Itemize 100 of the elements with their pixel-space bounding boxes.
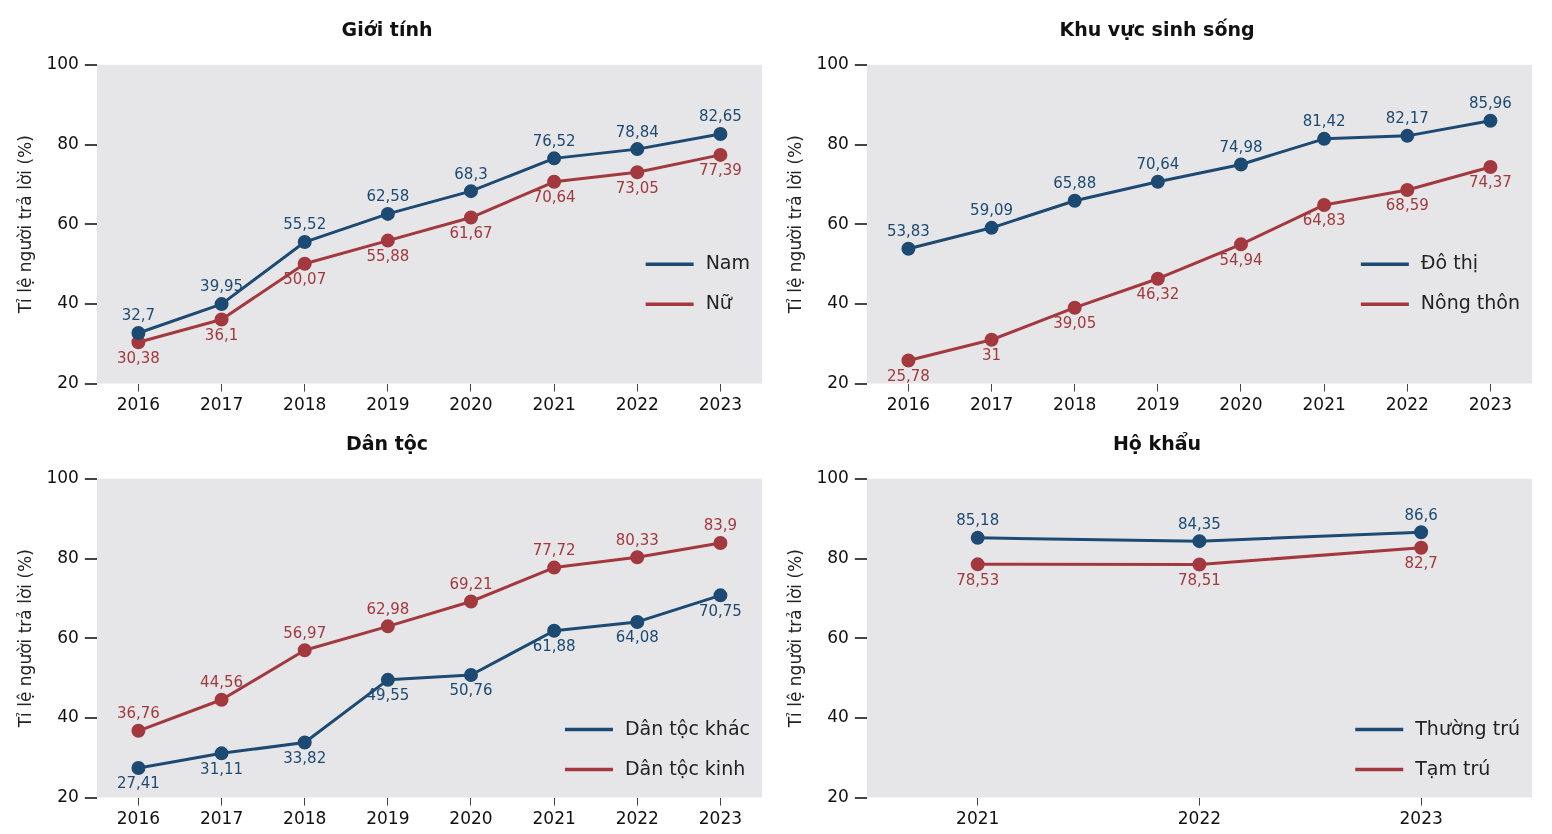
- data-label: 76,52: [532, 131, 576, 150]
- data-label: 74,98: [1219, 137, 1263, 156]
- y-tick-label: 60: [57, 212, 79, 233]
- point: [131, 761, 146, 776]
- y-tick-label: 80: [57, 546, 79, 567]
- x-tick-label: 2018: [283, 808, 327, 829]
- point: [1317, 131, 1332, 146]
- point: [214, 692, 229, 707]
- point: [297, 643, 312, 658]
- y-tick-label: 40: [57, 706, 79, 727]
- point: [1400, 182, 1415, 197]
- data-label: 32,7: [121, 306, 156, 325]
- x-tick-label: 2023: [698, 394, 743, 415]
- data-label: 86,6: [1404, 505, 1438, 524]
- y-tick-label: 80: [827, 546, 849, 567]
- data-label: 53,83: [886, 222, 930, 241]
- point: [1150, 174, 1165, 189]
- data-label: 81,42: [1302, 112, 1346, 131]
- point: [713, 535, 728, 550]
- x-tick-label: 2020: [449, 808, 493, 829]
- y-axis-title: Tỉ lệ người trả lời (%): [784, 135, 805, 315]
- y-tick-label: 20: [827, 372, 849, 393]
- x-tick-label: 2019: [366, 808, 410, 829]
- data-label: 39,95: [200, 277, 244, 296]
- x-tick-label: 2016: [886, 394, 931, 415]
- point: [1067, 300, 1082, 315]
- chart-title: Hộ khẩu: [1112, 432, 1202, 455]
- point: [214, 297, 229, 312]
- data-label: 36,76: [116, 704, 160, 723]
- point: [713, 126, 728, 141]
- point: [464, 668, 478, 683]
- data-label: 78,84: [615, 122, 659, 141]
- legend-label: Nữ: [705, 291, 733, 314]
- x-tick-label: 2016: [116, 808, 161, 829]
- data-label: 77,72: [532, 540, 576, 559]
- point: [630, 142, 645, 157]
- point: [380, 619, 395, 634]
- data-label: 69,21: [449, 574, 493, 593]
- data-label: 78,51: [1177, 570, 1221, 589]
- y-axis-title: Tỉ lệ người trả lời (%): [784, 549, 805, 729]
- data-label: 50,76: [449, 681, 493, 700]
- data-label: 85,18: [956, 511, 1000, 530]
- y-axis-title: Tỉ lệ người trả lời (%): [14, 135, 35, 315]
- data-label: 25,78: [886, 366, 930, 385]
- point: [713, 147, 728, 162]
- data-label: 39,05: [1053, 314, 1097, 333]
- data-label: 70,64: [1136, 155, 1180, 174]
- data-label: 64,08: [615, 628, 659, 647]
- point: [131, 325, 146, 340]
- data-label: 70,64: [532, 188, 576, 207]
- chart-title: Giới tính: [341, 18, 433, 41]
- chart-title: Dân tộc: [345, 432, 429, 455]
- data-label: 30,38: [116, 348, 160, 367]
- data-label: 78,53: [956, 570, 1000, 589]
- x-tick-label: 2021: [532, 808, 576, 829]
- y-tick-label: 60: [827, 212, 849, 233]
- data-label: 65,88: [1053, 174, 1097, 193]
- point: [901, 241, 916, 256]
- point: [297, 256, 312, 271]
- x-tick-label: 2023: [1468, 394, 1513, 415]
- data-label: 50,07: [283, 270, 327, 289]
- point: [297, 235, 312, 250]
- point: [984, 332, 999, 347]
- point: [547, 174, 562, 189]
- y-tick-label: 80: [57, 132, 79, 153]
- x-tick-label: 2018: [1053, 394, 1097, 415]
- point: [970, 557, 985, 572]
- x-tick-label: 2018: [283, 394, 327, 415]
- data-label: 46,32: [1136, 285, 1180, 304]
- legend-label: Thường trú: [1414, 716, 1521, 739]
- data-label: 85,96: [1468, 94, 1512, 113]
- data-label: 55,88: [366, 247, 410, 266]
- point: [131, 723, 146, 738]
- point: [970, 530, 985, 545]
- y-tick-label: 20: [827, 786, 849, 807]
- data-label: 68,59: [1385, 196, 1429, 215]
- point: [713, 588, 728, 603]
- point: [547, 151, 562, 166]
- y-tick-label: 100: [46, 467, 79, 488]
- point: [1414, 540, 1429, 555]
- data-label: 56,97: [283, 623, 327, 642]
- y-tick-label: 100: [816, 53, 849, 74]
- data-label: 62,98: [366, 599, 410, 618]
- x-tick-label: 2017: [199, 808, 244, 829]
- x-tick-label: 2021: [1302, 394, 1346, 415]
- data-label: 31: [982, 346, 1002, 365]
- x-tick-label: 2019: [1136, 394, 1180, 415]
- chart-title: Khu vực sinh sống: [1059, 18, 1255, 41]
- y-tick-label: 40: [57, 292, 79, 313]
- x-tick-label: 2021: [532, 394, 576, 415]
- point: [1192, 557, 1207, 572]
- y-tick-label: 60: [827, 626, 849, 647]
- point: [1234, 157, 1248, 172]
- data-label: 70,75: [698, 601, 742, 620]
- x-tick-label: 2019: [366, 394, 410, 415]
- point: [547, 623, 562, 638]
- data-label: 80,33: [615, 530, 659, 549]
- point: [214, 312, 229, 327]
- legend-label: Nông thôn: [1420, 291, 1520, 314]
- point: [1192, 534, 1207, 549]
